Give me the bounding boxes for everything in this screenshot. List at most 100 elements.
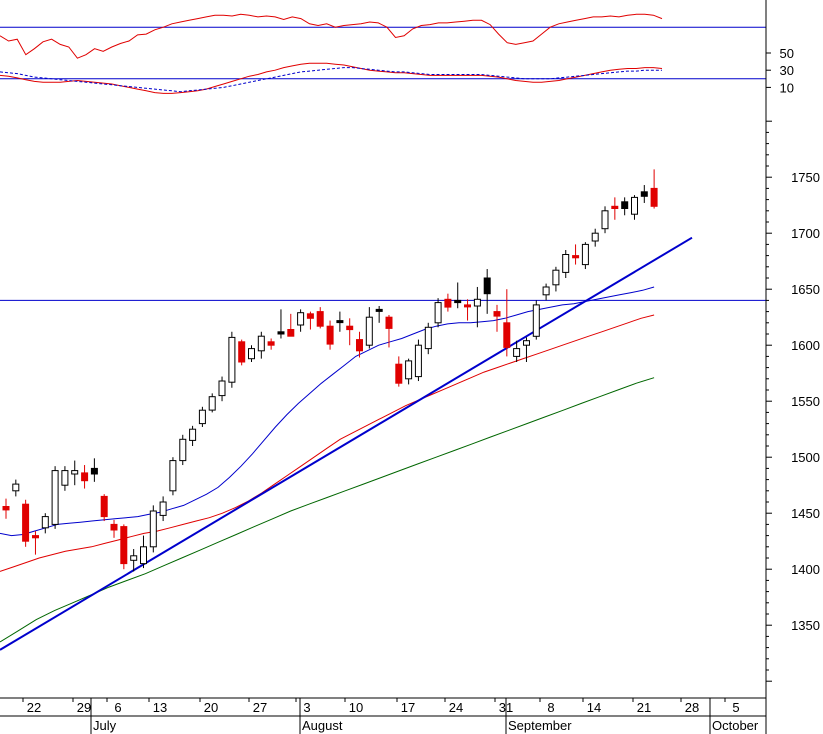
price-tick-label: 1750 <box>791 170 820 185</box>
candle-body <box>41 516 49 529</box>
candle-body <box>238 341 246 363</box>
candle-body <box>287 329 295 337</box>
candle <box>405 358 413 385</box>
trend-line <box>0 236 693 651</box>
candle <box>385 314 393 348</box>
candle <box>81 465 89 489</box>
candle-body <box>581 243 589 266</box>
candle <box>346 318 354 346</box>
candle <box>149 505 157 553</box>
x-day-label: 8 <box>547 700 554 715</box>
candle-body <box>572 255 580 259</box>
candle-body <box>454 299 462 304</box>
candle-body <box>532 304 540 337</box>
candle <box>267 338 275 350</box>
candle <box>316 307 324 329</box>
candle-body <box>464 304 471 308</box>
candle-body <box>140 546 147 565</box>
x-day-label: 27 <box>253 700 267 715</box>
oscillator-line-2 <box>0 67 662 93</box>
candle <box>631 195 638 220</box>
x-day-label: 3 <box>303 700 310 715</box>
candle <box>189 425 197 446</box>
x-day-label: 28 <box>685 700 699 715</box>
x-month-label: July <box>93 718 117 733</box>
candle <box>110 519 118 538</box>
oscillator-panel <box>0 13 766 94</box>
indicator-tick-label: 30 <box>780 63 794 78</box>
x-day-label: 24 <box>449 700 463 715</box>
candle-body <box>198 409 206 425</box>
candle-body <box>444 298 452 308</box>
x-month-label: October <box>712 718 759 733</box>
candle <box>493 304 501 332</box>
candle-body <box>336 320 344 324</box>
candle-body <box>473 298 481 307</box>
candle-body <box>110 523 118 531</box>
candle-body <box>493 311 501 317</box>
candle <box>179 434 187 466</box>
candle <box>100 494 108 522</box>
candle-body <box>365 316 373 346</box>
x-day-label: 20 <box>204 700 218 715</box>
candle <box>22 499 30 547</box>
candle <box>444 293 452 312</box>
candle <box>562 250 570 278</box>
candle <box>326 320 334 350</box>
candle-body <box>650 187 658 207</box>
x-day-label: 6 <box>114 700 121 715</box>
candle <box>218 376 226 402</box>
x-month-label: August <box>302 718 343 733</box>
candle <box>208 393 216 413</box>
candle-body <box>12 483 20 492</box>
candle-body <box>149 510 157 548</box>
candle <box>375 306 383 323</box>
candle <box>552 266 560 292</box>
candle <box>395 356 403 387</box>
candle <box>601 206 609 234</box>
candle-body <box>257 335 265 352</box>
candle <box>473 286 481 328</box>
candle-body <box>562 254 570 273</box>
price-tick-label: 1650 <box>791 282 820 297</box>
candle <box>336 311 344 332</box>
candle-body <box>51 470 59 525</box>
candle-body <box>22 503 30 542</box>
candle <box>542 283 550 301</box>
candle-body <box>356 339 363 352</box>
candle-body <box>611 205 619 210</box>
indicator-tick-label: 50 <box>780 46 794 61</box>
candle <box>572 244 580 265</box>
candle-body <box>424 326 432 350</box>
x-month-label: September <box>508 718 572 733</box>
candle-body <box>434 302 442 324</box>
candle-body <box>405 360 413 380</box>
candle <box>159 496 167 522</box>
price-tick-label: 1500 <box>791 450 820 465</box>
moving-average-1 <box>0 314 655 572</box>
candle <box>640 185 648 203</box>
candle <box>61 466 69 491</box>
candle <box>591 228 599 247</box>
candle-body <box>375 308 383 312</box>
candle-body <box>316 311 324 327</box>
candle <box>581 242 589 270</box>
x-day-label: 14 <box>587 700 601 715</box>
candle <box>2 498 10 519</box>
candle-body <box>591 232 599 242</box>
candle <box>32 531 39 555</box>
x-day-label: 13 <box>153 700 167 715</box>
candle <box>513 340 521 362</box>
candle <box>140 535 147 569</box>
candle-body <box>61 470 69 486</box>
price-tick-label: 1600 <box>791 338 820 353</box>
candle <box>523 337 530 362</box>
candle-body <box>267 341 275 346</box>
x-day-label: 22 <box>27 700 41 715</box>
candle-body <box>326 325 334 345</box>
x-day-label: 17 <box>401 700 415 715</box>
candle-body <box>218 380 226 397</box>
candle-body <box>90 467 98 475</box>
candle <box>169 457 177 496</box>
